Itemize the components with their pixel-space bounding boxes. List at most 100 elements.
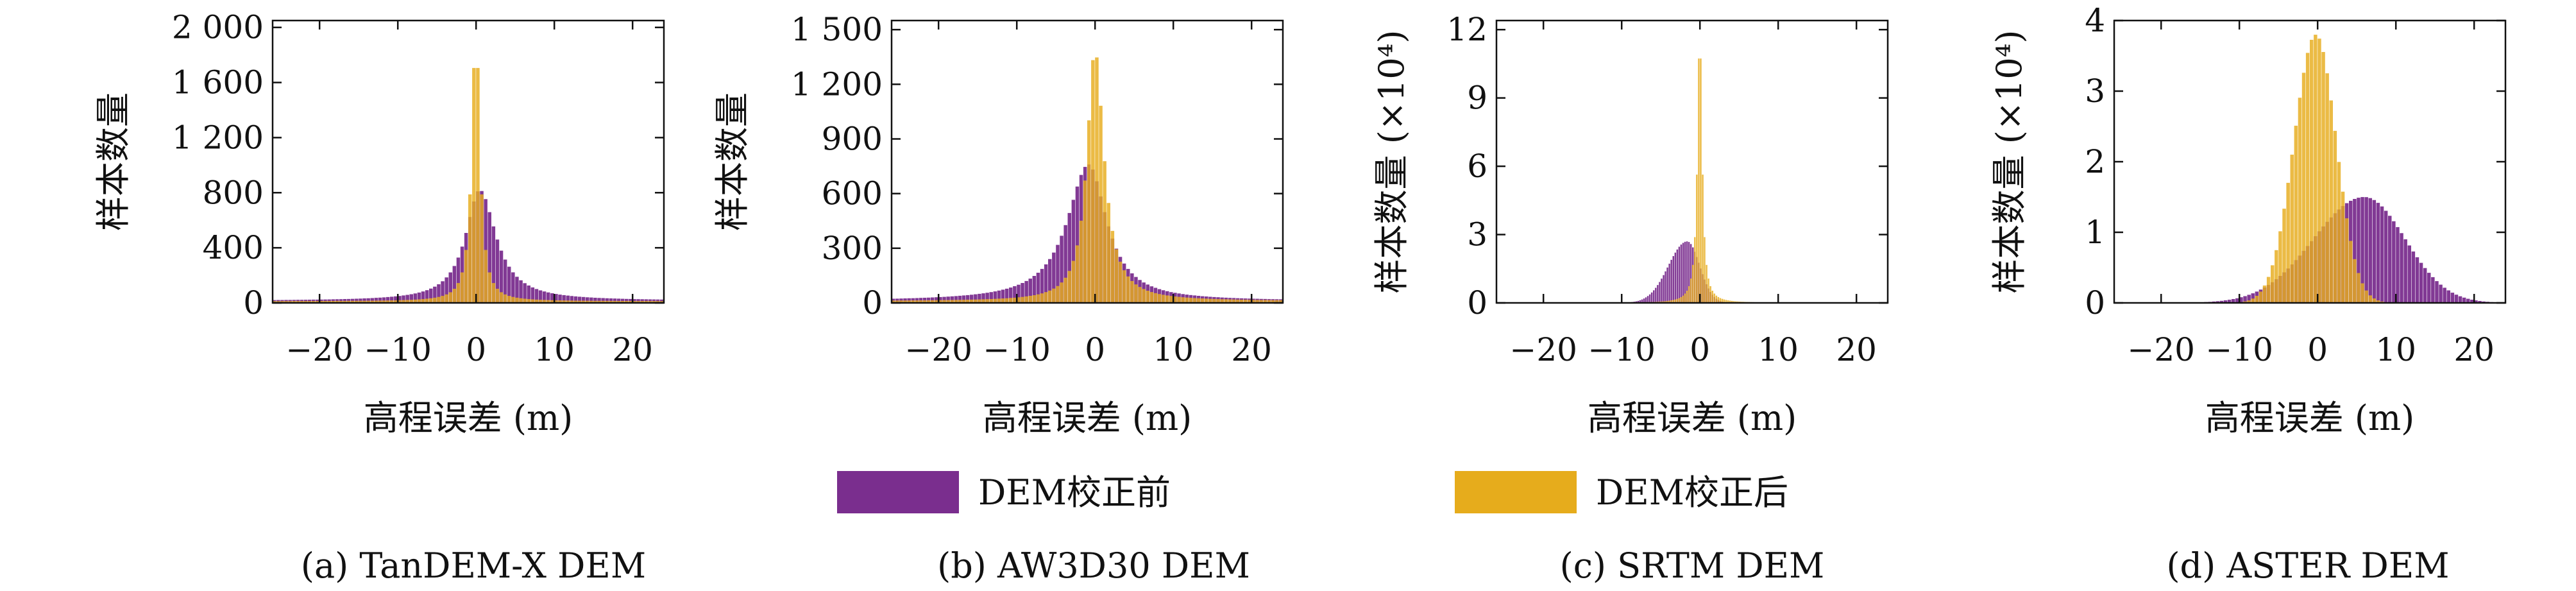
histogram-bar	[1017, 284, 1021, 303]
histogram-bar	[2415, 257, 2419, 303]
histogram-bar	[1056, 244, 1060, 303]
y-tick-label: 2	[2085, 143, 2105, 180]
histogram-bar	[620, 298, 625, 303]
histogram-bar	[1017, 297, 1021, 303]
histogram-bar	[527, 299, 530, 303]
histogram-bar	[1278, 300, 1283, 303]
histogram-bar	[351, 300, 355, 303]
histogram-bar	[903, 300, 907, 303]
histogram-bar	[1684, 241, 1686, 303]
histogram-bar	[648, 301, 652, 303]
histogram-bar	[1711, 291, 1713, 303]
x-tick-label: 20	[1836, 331, 1877, 368]
histogram-bar	[1643, 298, 1645, 303]
histogram-bar	[1063, 277, 1067, 303]
histogram-bar	[2450, 293, 2455, 303]
histogram-bar	[530, 299, 535, 303]
histogram-bar	[970, 299, 974, 303]
histogram-bar	[499, 250, 504, 303]
histogram-bar	[425, 290, 429, 303]
x-tick-label: 20	[2453, 331, 2495, 368]
histogram-bar	[1676, 298, 1679, 303]
histogram-bar	[323, 301, 327, 303]
histogram-bar	[519, 298, 523, 303]
histogram-bar	[1661, 278, 1663, 303]
histogram-bar	[1680, 296, 1682, 303]
histogram-bar	[1013, 297, 1017, 303]
histogram-bar	[2419, 262, 2423, 303]
histogram-bar	[1666, 267, 1668, 303]
series-after	[892, 57, 1283, 304]
histogram-bar	[515, 297, 519, 303]
histogram-bar	[1267, 300, 1271, 303]
histogram-bar	[1169, 296, 1173, 303]
histogram-bar	[629, 298, 632, 303]
series-after	[2235, 35, 2392, 304]
histogram-bar	[366, 300, 370, 303]
histogram-bar	[523, 298, 527, 303]
histogram-bar	[429, 288, 433, 303]
histogram-bar	[2364, 197, 2368, 303]
histogram-bar	[519, 280, 523, 303]
histogram-bar	[931, 300, 935, 303]
histogram-bar	[534, 299, 539, 303]
histogram-bar	[511, 272, 515, 303]
histogram-bar	[448, 292, 452, 303]
histogram-bar	[2235, 298, 2239, 303]
histogram-bar	[965, 295, 970, 303]
histogram-bar	[1715, 295, 1718, 303]
histogram-bar	[2216, 301, 2220, 303]
histogram-bar	[487, 212, 491, 303]
histogram-bar	[1138, 287, 1142, 303]
histogram-bar	[1702, 175, 1704, 303]
histogram-bar	[1678, 246, 1681, 303]
series-after	[1620, 58, 1780, 303]
histogram-bar	[2290, 155, 2294, 303]
histogram-bar	[593, 298, 597, 303]
y-tick-label: 800	[203, 174, 264, 211]
plot-frame	[271, 19, 665, 304]
histogram-bar	[566, 300, 570, 303]
x-tick-label: −10	[983, 331, 1051, 368]
histogram-bar	[1690, 278, 1692, 303]
histogram-bar	[1075, 186, 1080, 303]
histogram-bar	[2341, 191, 2345, 303]
histogram-bar	[1717, 296, 1720, 303]
histogram-bar	[1009, 298, 1013, 303]
histogram-bar	[1698, 58, 1700, 303]
histogram-bar	[935, 300, 938, 303]
histogram-bar	[2278, 231, 2282, 303]
histogram-bar	[390, 300, 394, 303]
histogram-bar	[895, 300, 899, 303]
histogram-bar	[2219, 300, 2224, 303]
histogram-bar	[1275, 300, 1279, 303]
y-tick-label: 6	[1467, 148, 1487, 185]
histogram-bar	[597, 298, 601, 303]
histogram-bar	[942, 296, 946, 303]
y-tick-label: 4	[2085, 2, 2105, 39]
chart-panel-1: −20 −10 0 10 20 0 400 800 1 200 1 600 2 000 高程误差 (m…	[93, 9, 665, 586]
histogram-bar	[437, 284, 441, 303]
histogram-bar	[542, 291, 547, 303]
histogram-bar	[487, 272, 491, 303]
legend: DEM校正前 DEM校正后	[837, 471, 1788, 513]
histogram-bar	[962, 300, 966, 303]
y-tick-label: 1 600	[172, 64, 264, 101]
histogram-bar	[2232, 299, 2235, 303]
histogram-bar	[958, 295, 962, 303]
histogram-bar	[1001, 298, 1005, 303]
histogram-bar	[433, 297, 437, 303]
histogram-bar	[1177, 296, 1181, 303]
histogram-bar	[2353, 259, 2357, 303]
histogram-bar	[1071, 200, 1076, 303]
histogram-bar	[2223, 300, 2228, 303]
histogram-bar	[1235, 299, 1240, 303]
histogram-bar	[1063, 225, 1067, 303]
histogram-bar	[1686, 291, 1688, 303]
y-tick-label: 12	[1446, 11, 1487, 48]
histogram-bar	[640, 301, 644, 303]
histogram-bar	[491, 283, 496, 303]
histogram-bar	[1263, 300, 1267, 303]
histogram-bar	[562, 300, 566, 303]
